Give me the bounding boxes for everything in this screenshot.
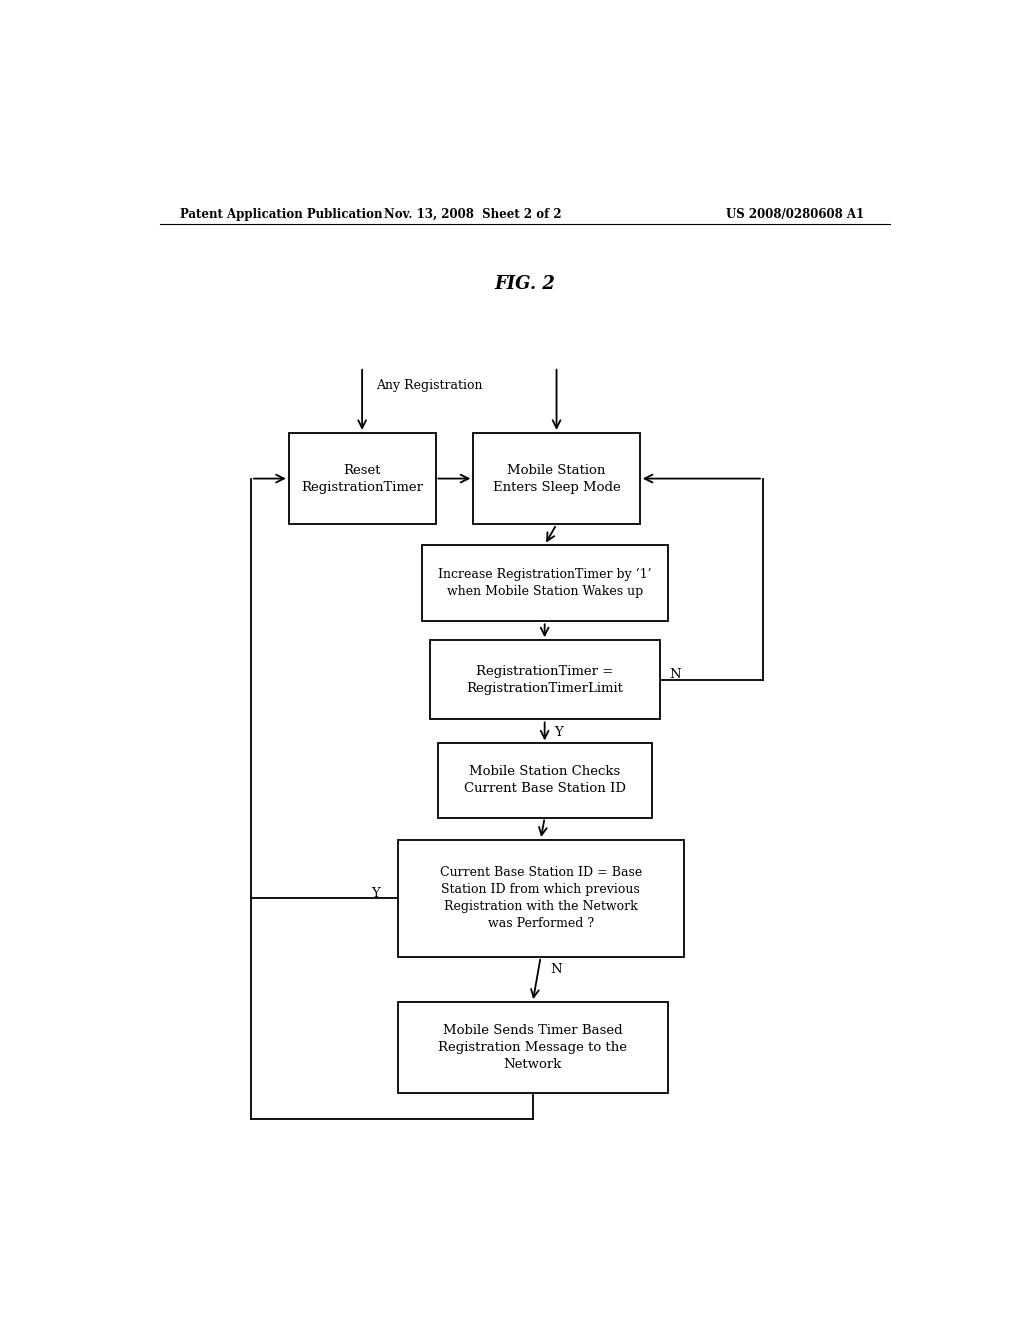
Text: Mobile Sends Timer Based
Registration Message to the
Network: Mobile Sends Timer Based Registration Me…: [438, 1024, 628, 1072]
FancyBboxPatch shape: [430, 640, 659, 719]
FancyBboxPatch shape: [422, 545, 668, 622]
FancyBboxPatch shape: [397, 1002, 668, 1093]
Text: Y: Y: [554, 726, 563, 739]
Text: N: N: [550, 964, 562, 977]
FancyBboxPatch shape: [289, 433, 435, 524]
Text: Mobile Station
Enters Sleep Mode: Mobile Station Enters Sleep Mode: [493, 463, 621, 494]
FancyBboxPatch shape: [473, 433, 640, 524]
Text: Increase RegistrationTimer by ‘1’
when Mobile Station Wakes up: Increase RegistrationTimer by ‘1’ when M…: [438, 568, 651, 598]
Text: Reset
RegistrationTimer: Reset RegistrationTimer: [301, 463, 423, 494]
Text: US 2008/0280608 A1: US 2008/0280608 A1: [726, 207, 863, 220]
Text: Current Base Station ID = Base
Station ID from which previous
Registration with : Current Base Station ID = Base Station I…: [439, 866, 642, 931]
FancyBboxPatch shape: [437, 743, 652, 817]
Text: Nov. 13, 2008  Sheet 2 of 2: Nov. 13, 2008 Sheet 2 of 2: [384, 207, 562, 220]
Text: Y: Y: [372, 887, 380, 900]
Text: RegistrationTimer =
RegistrationTimerLimit: RegistrationTimer = RegistrationTimerLim…: [466, 665, 623, 694]
Text: FIG. 2: FIG. 2: [495, 276, 555, 293]
FancyBboxPatch shape: [397, 840, 684, 957]
Text: Any Registration: Any Registration: [377, 379, 483, 392]
Text: Patent Application Publication: Patent Application Publication: [179, 207, 382, 220]
Text: N: N: [670, 668, 681, 681]
Text: Mobile Station Checks
Current Base Station ID: Mobile Station Checks Current Base Stati…: [464, 766, 626, 796]
